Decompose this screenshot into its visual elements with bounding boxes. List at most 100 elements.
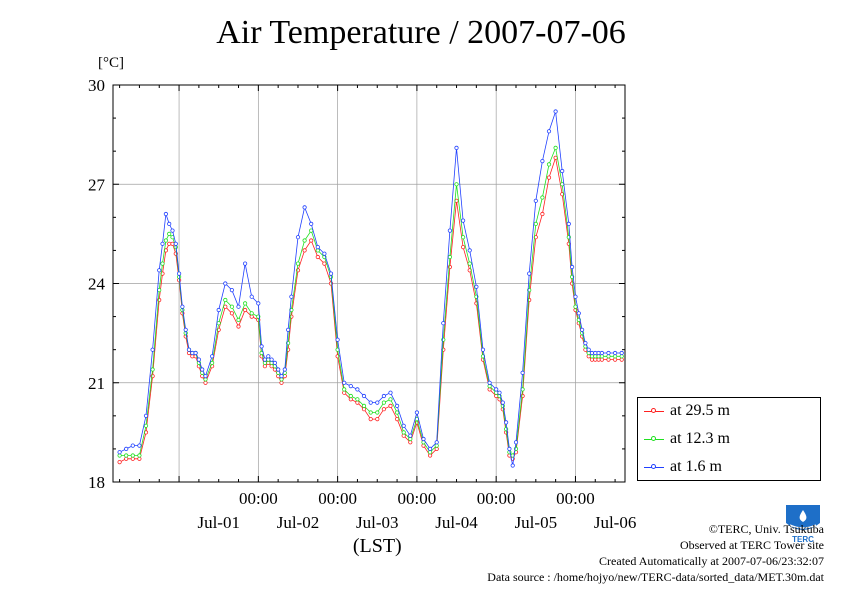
data-point xyxy=(381,407,386,412)
observed-text: Observed at TERC Tower site xyxy=(679,538,824,552)
data-point xyxy=(507,446,512,451)
data-point xyxy=(573,304,578,309)
data-point xyxy=(454,145,459,150)
data-point xyxy=(460,235,466,240)
data-point xyxy=(163,211,168,217)
data-point xyxy=(289,314,294,319)
data-point xyxy=(183,327,188,332)
data-point xyxy=(276,367,281,372)
data-point xyxy=(447,228,452,233)
data-point xyxy=(434,446,439,451)
data-point xyxy=(408,440,413,445)
data-point xyxy=(186,350,192,356)
data-point xyxy=(322,251,327,256)
data-point xyxy=(200,367,205,372)
data-point xyxy=(566,221,571,226)
data-point xyxy=(533,198,538,203)
data-point xyxy=(249,314,254,319)
data-point xyxy=(361,403,367,408)
data-point xyxy=(441,321,446,326)
data-point xyxy=(157,268,162,273)
data-point xyxy=(315,245,320,250)
data-point xyxy=(589,357,595,362)
data-point xyxy=(124,453,129,458)
data-point xyxy=(487,387,492,392)
data-point xyxy=(348,393,353,399)
copyright-text: ©TERC, Univ. Tsukuba xyxy=(708,522,824,536)
data-point xyxy=(619,354,624,359)
legend-swatch-green xyxy=(644,434,664,444)
data-point xyxy=(394,416,400,422)
data-point xyxy=(533,221,538,226)
data-point xyxy=(279,377,284,382)
data-point xyxy=(368,416,373,422)
data-point xyxy=(236,324,241,329)
data-point xyxy=(454,182,459,187)
data-point xyxy=(269,357,274,362)
x-axis-label: (LST) xyxy=(353,535,402,557)
data-point xyxy=(124,456,129,461)
data-point xyxy=(137,443,142,448)
legend-item: at 1.6 m xyxy=(644,456,722,478)
data-point xyxy=(606,357,611,362)
data-point xyxy=(117,453,122,458)
y-tick-label: 30 xyxy=(88,76,105,95)
data-point xyxy=(599,354,605,359)
data-point xyxy=(619,357,624,362)
data-point xyxy=(160,241,165,246)
data-point xyxy=(302,238,307,243)
legend-swatch-red xyxy=(644,406,664,416)
data-point xyxy=(381,400,386,405)
data-point xyxy=(216,307,221,313)
data-point xyxy=(527,297,532,303)
y-axis: 18 21 24 27 30 xyxy=(88,76,625,492)
data-point xyxy=(375,416,380,422)
data-point xyxy=(394,403,400,408)
data-point xyxy=(474,284,479,289)
data-point xyxy=(553,109,558,114)
legend-item: at 29.5 m xyxy=(644,400,730,422)
legend-label: at 1.6 m xyxy=(670,458,722,475)
x-axis: 00:00 00:00 00:00 00:00 00:00 Jul-01 Jul-02 Jul… xyxy=(119,85,637,557)
data-point xyxy=(527,271,532,276)
data-point xyxy=(520,370,525,375)
data-point xyxy=(460,218,466,223)
data-point xyxy=(163,238,168,243)
data-point xyxy=(272,360,277,365)
data-point xyxy=(186,347,192,352)
data-point xyxy=(375,410,380,415)
data-point xyxy=(540,159,545,164)
data-point xyxy=(606,354,611,359)
series-2 xyxy=(117,109,624,468)
data-point xyxy=(612,357,618,362)
y-tick-label: 21 xyxy=(88,374,105,393)
data-point xyxy=(408,436,413,442)
x-date-label: Jul-06 xyxy=(594,513,637,532)
data-point xyxy=(414,410,419,415)
data-point xyxy=(229,304,234,309)
data-point xyxy=(361,407,367,412)
data-point xyxy=(368,400,373,405)
data-point xyxy=(167,221,172,226)
data-point xyxy=(342,387,347,392)
chart-title: Air Temperature / 2007-07-06 xyxy=(216,14,626,51)
data-point xyxy=(243,301,248,306)
data-point xyxy=(342,380,347,385)
data-point xyxy=(150,367,155,372)
data-point xyxy=(388,403,393,408)
data-point xyxy=(167,241,172,246)
data-point xyxy=(427,450,433,455)
data-point xyxy=(460,245,466,250)
data-point xyxy=(540,195,545,200)
data-point xyxy=(612,354,618,359)
data-point xyxy=(487,380,492,385)
data-point xyxy=(266,360,271,365)
data-point xyxy=(269,360,274,365)
data-point xyxy=(328,271,334,276)
data-point xyxy=(302,205,307,210)
data-point xyxy=(368,410,373,415)
data-point xyxy=(243,307,248,313)
series-line xyxy=(119,157,622,463)
x-date-label: Jul-03 xyxy=(356,513,399,532)
